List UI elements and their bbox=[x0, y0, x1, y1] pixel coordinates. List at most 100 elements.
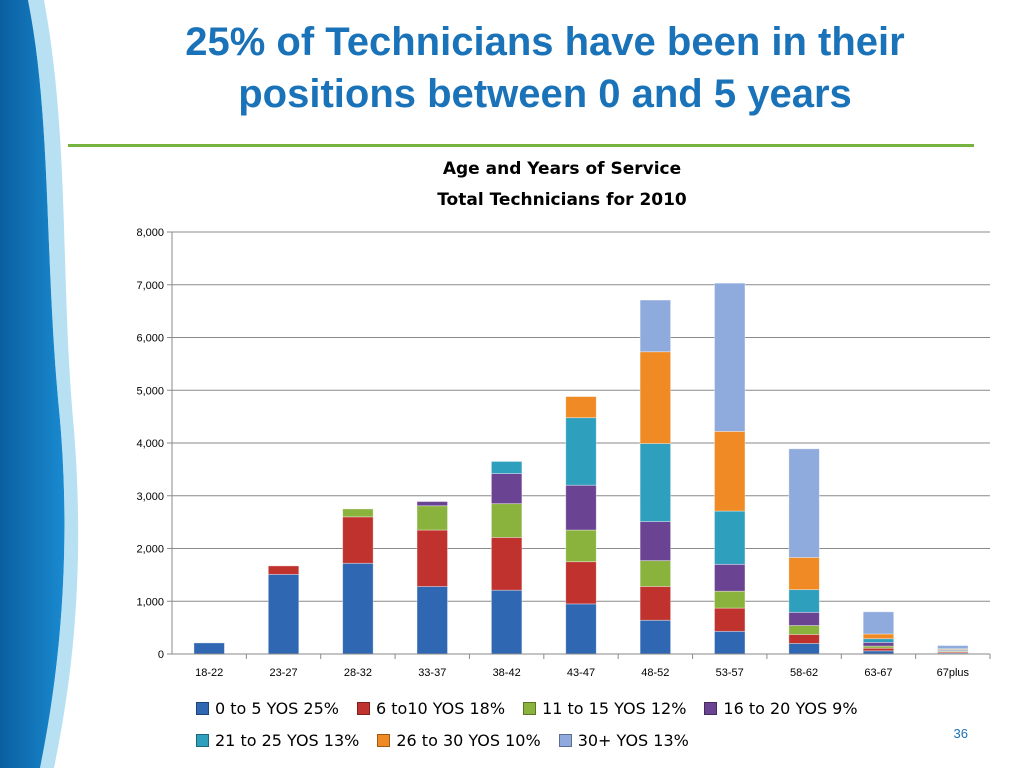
bar-segment bbox=[490, 461, 523, 474]
bar-segment bbox=[639, 521, 672, 562]
bar-segment bbox=[639, 351, 672, 444]
bar-segment bbox=[862, 633, 895, 640]
x-tick-label: 67plus bbox=[937, 667, 970, 679]
bar-segment bbox=[862, 641, 895, 647]
legend-swatch bbox=[196, 701, 209, 715]
x-tick-label: 53-57 bbox=[716, 667, 744, 679]
y-tick-label: 5,000 bbox=[136, 385, 164, 397]
y-tick-label: 4,000 bbox=[136, 438, 164, 450]
legend-label: 21 to 25 YOS 13% bbox=[215, 730, 360, 750]
bar-segment bbox=[267, 573, 300, 655]
bar-segment bbox=[788, 557, 820, 591]
y-tick-label: 3,000 bbox=[136, 491, 164, 503]
legend-swatch bbox=[196, 733, 209, 747]
bar-segment bbox=[788, 611, 820, 626]
bar-segment bbox=[714, 510, 746, 565]
bar-segment bbox=[490, 503, 523, 538]
bar-segment bbox=[490, 473, 523, 505]
legend-label: 11 to 15 YOS 12% bbox=[542, 698, 687, 718]
bar-segment bbox=[565, 529, 597, 563]
x-tick-label: 43-47 bbox=[567, 667, 595, 679]
x-tick-label: 48-52 bbox=[641, 667, 669, 679]
legend-entry: 16 to 20 YOS 9% bbox=[704, 698, 858, 718]
legend-entry: 6 to10 YOS 18% bbox=[356, 698, 506, 718]
legend-label: 6 to10 YOS 18% bbox=[375, 698, 506, 718]
bar-segment bbox=[416, 529, 448, 587]
bar-segment bbox=[639, 299, 672, 353]
bar-segment bbox=[565, 484, 597, 531]
y-tick-label: 8,000 bbox=[136, 227, 164, 239]
bar-segment bbox=[565, 396, 597, 419]
bar-segment bbox=[565, 561, 597, 605]
side-band-shape bbox=[0, 0, 65, 768]
x-tick-label: 18-22 bbox=[195, 667, 223, 679]
bar-segment bbox=[416, 505, 448, 531]
bar-segment bbox=[342, 516, 374, 564]
legend-entry: 21 to 25 YOS 13% bbox=[196, 731, 359, 750]
bar-segment bbox=[490, 537, 523, 591]
x-tick-label: 23-27 bbox=[269, 667, 297, 679]
legend-swatch bbox=[523, 701, 537, 715]
legend-label: 26 to 30 YOS 10% bbox=[396, 730, 541, 750]
bar-segment bbox=[714, 282, 746, 432]
bar-segment bbox=[342, 562, 374, 655]
x-tick-label: 28-32 bbox=[344, 667, 372, 679]
legend-label: 0 to 5 YOS 25% bbox=[215, 698, 339, 718]
bar-segment bbox=[342, 508, 374, 518]
legend-swatch bbox=[377, 733, 391, 747]
bar-segment bbox=[416, 501, 448, 507]
legend-label: 16 to 20 YOS 9% bbox=[723, 698, 858, 718]
x-tick-label: 63-67 bbox=[864, 667, 892, 679]
legend-swatch bbox=[558, 733, 572, 747]
legend-label: 30+ YOS 13% bbox=[577, 730, 689, 750]
legend-swatch bbox=[356, 701, 370, 715]
bar-segment bbox=[788, 634, 820, 644]
bar-segment bbox=[862, 611, 895, 635]
bar-segment bbox=[714, 630, 746, 655]
legend-row: 0 to 5 YOS 25% 6 to10 YOS 18% 11 to 15 YOS… bbox=[196, 696, 956, 720]
title-divider bbox=[68, 144, 974, 147]
bar-segment bbox=[639, 619, 672, 655]
bar-segment bbox=[490, 589, 523, 655]
bar-segment bbox=[639, 443, 672, 522]
legend-entry: 11 to 15 YOS 12% bbox=[523, 699, 686, 718]
side-band-highlight bbox=[28, 0, 79, 768]
bar-segment bbox=[714, 607, 746, 632]
legend-entry: 0 to 5 YOS 25% bbox=[196, 699, 339, 718]
bar-segment bbox=[565, 417, 597, 486]
y-tick-label: 1,000 bbox=[136, 596, 164, 608]
y-tick-label: 7,000 bbox=[136, 280, 164, 292]
bar-segment bbox=[193, 642, 225, 655]
bar-segment bbox=[639, 586, 672, 621]
y-tick-label: 0 bbox=[158, 649, 164, 661]
bar-segment bbox=[788, 625, 820, 635]
x-tick-label: 38-42 bbox=[493, 667, 521, 679]
x-tick-label: 58-62 bbox=[790, 667, 818, 679]
axes: 0 1,000 2,000 3,000 4,000 5,000 6,000 7,000 8,00… bbox=[136, 227, 991, 679]
legend-entry: 30+ YOS 13% bbox=[558, 730, 689, 750]
legend-swatch bbox=[704, 701, 718, 715]
bar-segment bbox=[639, 560, 672, 587]
bar-segment bbox=[565, 603, 597, 655]
chart-subtitle: Total Technicians for 2010 bbox=[437, 190, 687, 210]
chart-title: Age and Years of Service bbox=[443, 159, 681, 179]
slide-title: 25% of Technicians have been in their po… bbox=[185, 20, 905, 116]
chart-legend: 0 to 5 YOS 25% 6 to10 YOS 18% 11 to 15 YOS… bbox=[196, 696, 956, 760]
legend-entry: 26 to 30 YOS 10% bbox=[377, 730, 541, 750]
bar-segment bbox=[714, 563, 746, 592]
bar-segment bbox=[714, 590, 746, 609]
bar-segment bbox=[788, 643, 820, 655]
bar-segment bbox=[267, 565, 300, 575]
y-tick-label: 6,000 bbox=[136, 333, 164, 345]
legend-row: 21 to 25 YOS 13% 26 to 30 YOS 10% 30+ YOS … bbox=[196, 728, 956, 752]
bar-segment bbox=[862, 638, 895, 643]
x-tick-label: 33-37 bbox=[418, 667, 446, 679]
bar-segment bbox=[788, 448, 820, 558]
bars bbox=[193, 282, 969, 655]
bar-segment bbox=[937, 645, 969, 650]
y-tick-label: 2,000 bbox=[136, 544, 164, 556]
bar-segment bbox=[416, 586, 448, 655]
bar-segment bbox=[788, 589, 820, 613]
